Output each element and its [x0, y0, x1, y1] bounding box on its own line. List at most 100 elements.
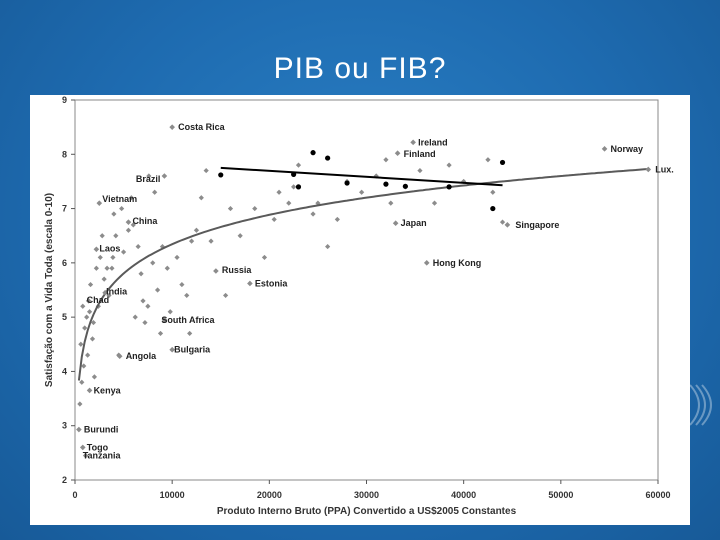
country-point [87, 281, 94, 288]
labeled-country-point [169, 346, 175, 353]
country-point [334, 216, 340, 223]
country-point [93, 265, 99, 271]
y-tick-label: 6 [62, 258, 67, 268]
country-label: Russia [222, 265, 253, 275]
country-point [110, 254, 116, 261]
labeled-country-point [247, 280, 253, 287]
country-point [499, 219, 506, 225]
y-tick-label: 5 [62, 312, 67, 322]
labeled-country-point [161, 173, 168, 179]
labeled-country-point [85, 298, 92, 304]
country-label: Bulgaria [174, 345, 211, 355]
country-point [128, 195, 134, 201]
x-tick-label: 20000 [257, 490, 282, 500]
country-point [276, 189, 282, 195]
country-point [101, 276, 107, 282]
country-label: Hong Kong [433, 258, 482, 268]
country-point [79, 379, 85, 385]
x-tick-label: 60000 [645, 490, 670, 500]
country-point [325, 243, 331, 250]
y-tick-label: 8 [62, 149, 67, 159]
x-tick-label: 0 [72, 490, 77, 500]
country-point [291, 184, 297, 190]
country-point [140, 298, 146, 304]
country-point [193, 227, 200, 233]
country-label: Burundi [84, 425, 119, 435]
country-label: Chad [87, 295, 110, 305]
country-point [431, 200, 438, 206]
x-axis-label: Produto Interno Bruto (PPA) Convertido a… [217, 506, 517, 517]
country-point [89, 336, 96, 342]
y-axis-label: Satisfação com a Vida Toda (escala 0-10) [44, 193, 55, 387]
rich-country-point [499, 159, 506, 166]
country-point [198, 195, 204, 201]
y-tick-label: 4 [62, 366, 67, 376]
country-label: Kenya [94, 385, 122, 395]
labeled-country-point [645, 166, 652, 173]
country-point [189, 238, 195, 244]
country-point [125, 227, 132, 233]
country-point [84, 314, 90, 320]
country-point [295, 162, 302, 168]
rich-country-point [383, 181, 389, 187]
country-point [286, 200, 292, 206]
country-point [383, 157, 389, 163]
country-point [145, 303, 151, 309]
labeled-country-point [116, 353, 123, 360]
plot-area [74, 99, 659, 481]
country-point [187, 330, 193, 337]
country-label: China [132, 216, 158, 226]
chart-frame: 0 10000 20000 30000 40000 50000 60000 2 3 4 5 6 7 8 9 P… [30, 95, 690, 525]
country-point [82, 325, 88, 331]
country-label: Finland [404, 149, 436, 159]
labeled-country-point [125, 219, 132, 225]
country-point [132, 314, 138, 320]
country-point [104, 265, 110, 271]
country-label: Tanzania [83, 451, 122, 461]
y-tick-label: 9 [62, 95, 67, 105]
country-point [227, 205, 234, 212]
country-point [315, 200, 321, 206]
country-point [119, 205, 125, 212]
country-label: Vietnam [102, 194, 137, 204]
labeled-country-point [410, 139, 416, 146]
country-label: Brazil [136, 174, 161, 184]
country-point [485, 157, 491, 163]
country-label: Japan [401, 218, 427, 228]
rich-country-point [490, 205, 496, 212]
x-tick-label: 50000 [548, 490, 573, 500]
country-point [184, 292, 190, 299]
country-point [167, 309, 173, 315]
rich-country-point [344, 180, 350, 186]
country-point [142, 319, 148, 326]
country-point [490, 189, 496, 195]
country-label: Ireland [418, 137, 448, 147]
country-point [271, 216, 277, 223]
slide-title: PIB ou FIB? [273, 52, 447, 85]
country-point [261, 254, 268, 261]
country-point [310, 211, 316, 217]
country-point [80, 303, 86, 309]
labeled-country-point [161, 317, 168, 323]
country-point [152, 189, 158, 195]
country-point [130, 222, 136, 228]
country-point [91, 374, 98, 380]
labeled-country-point [394, 150, 401, 156]
country-point [111, 211, 117, 217]
labeled-country-point [96, 200, 103, 206]
labeled-country-point [82, 452, 89, 459]
x-tick-label: 10000 [160, 490, 185, 500]
rich-country-point [446, 184, 452, 190]
country-label: Laos [99, 243, 120, 253]
country-point [174, 254, 180, 261]
country-point [138, 271, 144, 277]
country-label: South Africa [161, 315, 215, 325]
country-label: Lux. [655, 164, 674, 174]
labeled-country-point [392, 220, 399, 227]
y-tick-label: 2 [62, 475, 67, 485]
rich-trend-line [220, 166, 503, 187]
country-point [203, 167, 209, 174]
country-point [388, 200, 394, 206]
rich-country-point [325, 155, 331, 161]
x-tick-label: 30000 [354, 490, 379, 500]
